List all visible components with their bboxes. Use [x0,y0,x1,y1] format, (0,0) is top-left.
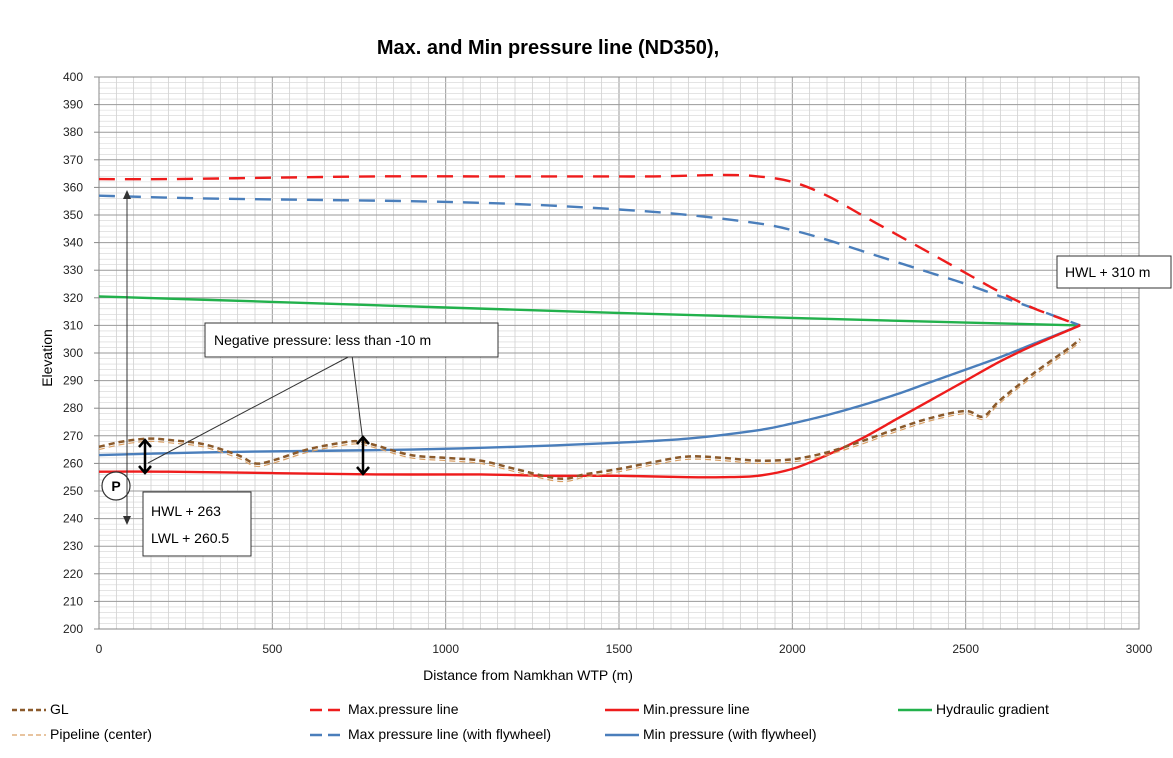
series-line-hydraulic-gradient [98,295,1081,327]
legend: GL Max.pressure line Min.pressure line Hydr… [12,701,1049,742]
hwl-lwl-box [142,491,252,557]
y-tick-label: 300 [63,346,83,360]
x-tick-label: 3000 [1126,642,1153,656]
y-tick-label: 310 [63,318,83,332]
x-tick-label: 0 [96,642,103,656]
x-axis-label: Distance from Namkhan WTP (m) [423,667,633,683]
legend-label: Min.pressure line [643,701,750,717]
negative-arrow-1-bottom [138,465,152,475]
callout-line-2 [351,354,364,443]
legend-label: Max.pressure line [348,701,459,717]
x-axis-ticks: 0 500 1000 1500 2000 2500 3000 [96,642,1153,656]
y-tick-label: 400 [63,70,83,84]
y-tick-label: 260 [63,456,83,470]
y-tick-label: 370 [63,153,83,167]
series-line-max-pressure-line-with-flywheel [98,194,1081,327]
legend-label: GL [50,701,69,717]
hwl-start-label: HWL + 263 [151,503,221,519]
callout-line-1 [147,354,353,464]
legend-label: Hydraulic gradient [936,701,1049,717]
y-tick-label: 200 [63,622,83,636]
legend-label: Pipeline (center) [50,726,152,742]
y-tick-label: 210 [63,594,83,608]
negative-arrow-1-top [138,438,152,448]
y-tick-label: 240 [63,512,83,526]
y-tick-label: 250 [63,484,83,498]
pump-symbol-label: P [111,478,120,494]
series-line-min-pressure-with-flywheel [98,324,1081,457]
range-arrow-top [123,190,131,199]
series-line-max-pressure-line [98,173,1081,327]
series-line-gl [98,338,1081,481]
negative-pressure-box [204,322,499,358]
x-tick-label: 500 [262,642,282,656]
chart-title: Max. and Min pressure line (ND350), [377,37,719,59]
legend-label: Min pressure (with flywheel) [643,726,817,742]
y-tick-label: 320 [63,291,83,305]
y-tick-label: 340 [63,236,83,250]
y-tick-label: 270 [63,429,83,443]
hwl-end-label: HWL + 310 m [1065,264,1150,280]
y-tick-label: 360 [63,180,83,194]
series-group [98,173,1081,483]
y-tick-label: 220 [63,567,83,581]
x-tick-label: 1500 [606,642,633,656]
legend-label: Max pressure line (with flywheel) [348,726,551,742]
annotations: Negative pressure: less than -10 m HWL +… [101,190,1172,557]
y-tick-label: 380 [63,125,83,139]
lwl-start-label: LWL + 260.5 [151,530,229,546]
negative-arrow-2-bottom [356,466,370,476]
range-arrow-bottom [123,516,131,525]
y-tick-label: 280 [63,401,83,415]
x-tick-label: 1000 [432,642,459,656]
hwl-end-box [1056,255,1172,289]
negative-arrow-2-top [356,435,370,445]
series-line-min-pressure-line [98,324,1081,479]
negative-pressure-label: Negative pressure: less than -10 m [214,332,431,348]
y-tick-label: 290 [63,374,83,388]
x-tick-label: 2500 [952,642,979,656]
pump-symbol [101,471,131,501]
y-tick-label: 230 [63,539,83,553]
y-axis-label: Elevation [39,329,55,387]
y-axis-ticks: 200 210 220 230 240 250 260 270 280 290 300 310 320 3… [63,70,99,636]
y-tick-label: 390 [63,98,83,112]
x-tick-label: 2000 [779,642,806,656]
y-tick-label: 350 [63,208,83,222]
series-line-pipeline-center [98,341,1081,483]
y-tick-label: 330 [63,263,83,277]
